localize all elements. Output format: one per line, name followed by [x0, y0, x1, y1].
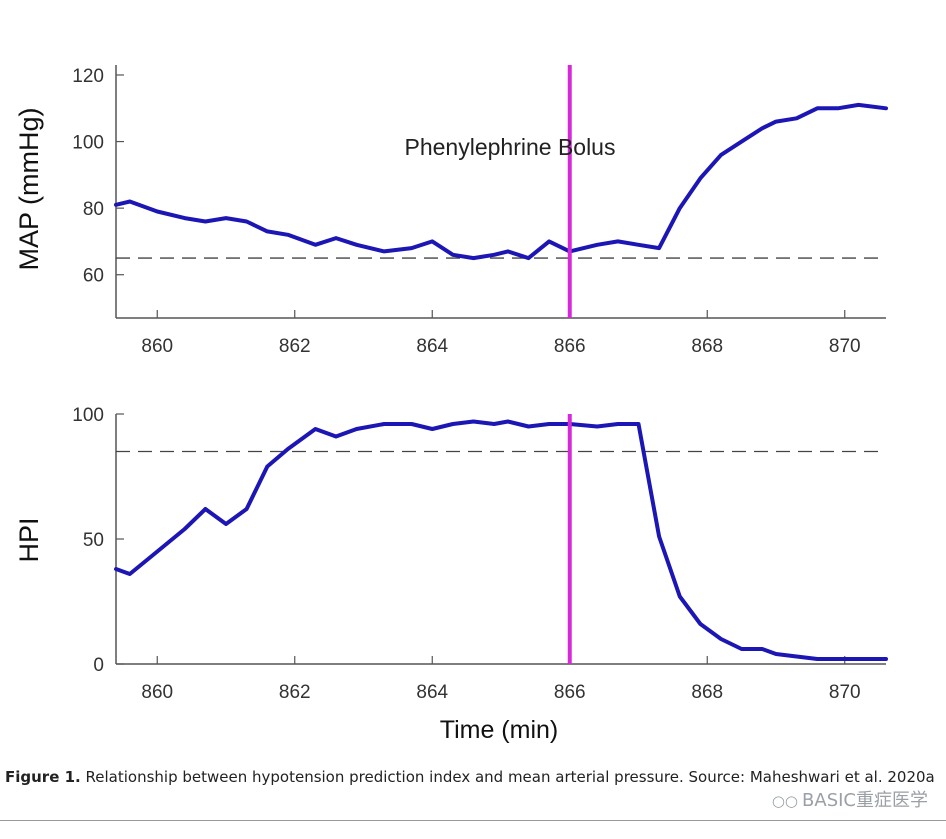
- panel1-y-tick-label: 80: [83, 199, 104, 220]
- panel2-series-line: [114, 419, 888, 661]
- panel2-x-axis-label: Time (min): [440, 716, 559, 744]
- panel2-x-tick-label: 870: [829, 682, 861, 703]
- panel2-x-tick-label: 860: [141, 682, 173, 703]
- panel1-x-tick-label: 866: [554, 336, 586, 357]
- panel1-x-tick-label: 862: [279, 336, 311, 357]
- panel2-x-tick-label: 866: [554, 682, 586, 703]
- panel1-x-tick-label: 870: [829, 336, 861, 357]
- watermark-text: BASIC重症医学: [802, 790, 928, 811]
- panel1-y-axis-label: MAP (mmHg): [14, 107, 44, 270]
- panel1-x-tick-label: 868: [691, 336, 723, 357]
- caption-divider: [0, 820, 946, 821]
- caption-text: Relationship between hypotension predict…: [85, 768, 935, 786]
- panel1-y-tick-label: 60: [83, 266, 104, 287]
- watermark: ○○ BASIC重症医学: [772, 786, 928, 812]
- panel1-y-tick-label: 120: [72, 66, 104, 87]
- caption-figure-label: Figure 1.: [5, 768, 81, 786]
- panel2-x-tick-label: 862: [279, 682, 311, 703]
- panel1-series-line: [114, 102, 888, 261]
- figure-caption: Figure 1. Relationship between hypotensi…: [5, 764, 941, 790]
- panel1-y-tick-label: 100: [72, 133, 104, 154]
- panel2-y-tick-label: 100: [72, 405, 104, 426]
- panel1-x-tick-label: 864: [416, 336, 448, 357]
- panel2-x-tick-label: 868: [691, 682, 723, 703]
- panel2-x-tick-label: 864: [416, 682, 448, 703]
- panel1-annotation: Phenylephrine Bolus: [405, 134, 616, 160]
- panel2-y-tick-label: 0: [93, 655, 104, 676]
- figure-chart: 60 80 100 120 860 862 864 866 868 870 Phenylephrin…: [14, 65, 888, 744]
- panel2-y-axis-label: HPI: [14, 517, 44, 562]
- panel1-x-tick-label: 860: [141, 336, 173, 357]
- panel2-y-tick-label: 50: [83, 530, 104, 551]
- wechat-icon: ○○: [771, 792, 799, 810]
